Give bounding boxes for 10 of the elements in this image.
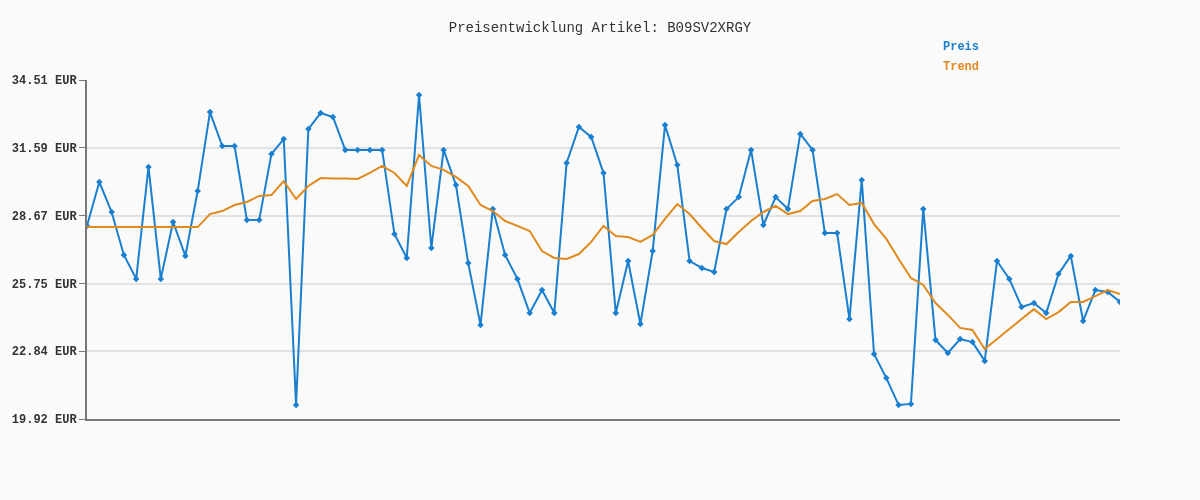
y-tick-label: 31.59 EUR (11, 142, 78, 157)
y-tick-label: 22.84 EUR (11, 345, 78, 360)
y-tick-label: 34.51 EUR (11, 74, 78, 89)
y-tick-label: 25.75 EUR (11, 277, 78, 292)
text: Trend (943, 60, 980, 74)
chart-title: Preisentwicklung Artikel: B09SV2XRGY (448, 20, 752, 37)
text: Preis (943, 40, 980, 54)
y-tick-label: 28.67 EUR (11, 209, 78, 224)
line-series (87, 154, 1120, 351)
y-tick-label: 19.92 EUR (11, 413, 78, 428)
